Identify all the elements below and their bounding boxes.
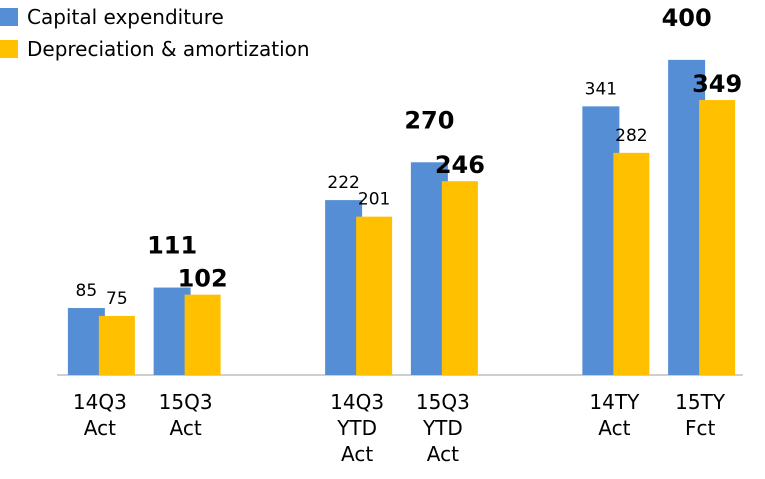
bar <box>441 181 478 375</box>
value-label: 102 <box>178 265 228 293</box>
bar <box>410 162 448 375</box>
bar <box>184 294 221 375</box>
bar <box>67 308 105 375</box>
bar <box>325 200 363 375</box>
bar <box>699 100 736 375</box>
bar <box>613 152 650 375</box>
value-label: 400 <box>662 4 712 32</box>
value-label: 246 <box>435 151 485 179</box>
legend-swatch <box>0 40 18 58</box>
value-label: 111 <box>147 232 197 260</box>
legend-label: Capital expenditure <box>27 5 224 29</box>
value-label: 270 <box>404 106 454 134</box>
x-tick-label: 14Q3 YTD Act <box>330 390 385 466</box>
legend-swatch <box>0 8 18 26</box>
x-tick-label: 15Q3 YTD Act <box>415 390 470 466</box>
bar <box>98 315 135 375</box>
x-tick-label: 15TY Fct <box>675 390 726 440</box>
value-label: 222 <box>327 173 359 193</box>
x-tick-label: 15Q3 Act <box>158 390 213 440</box>
bar <box>668 59 706 375</box>
bar <box>582 106 620 375</box>
value-label: 341 <box>585 79 617 99</box>
x-tick-label: 14Q3 Act <box>72 390 127 440</box>
bar <box>153 287 191 375</box>
value-label: 85 <box>76 281 98 301</box>
value-label: 201 <box>358 190 390 210</box>
value-label: 282 <box>615 126 647 146</box>
value-label: 75 <box>106 289 128 309</box>
value-label: 349 <box>692 70 742 98</box>
legend-label: Depreciation & amortization <box>27 37 310 61</box>
x-tick-label: 14TY Act <box>589 390 640 440</box>
bar <box>356 216 393 375</box>
